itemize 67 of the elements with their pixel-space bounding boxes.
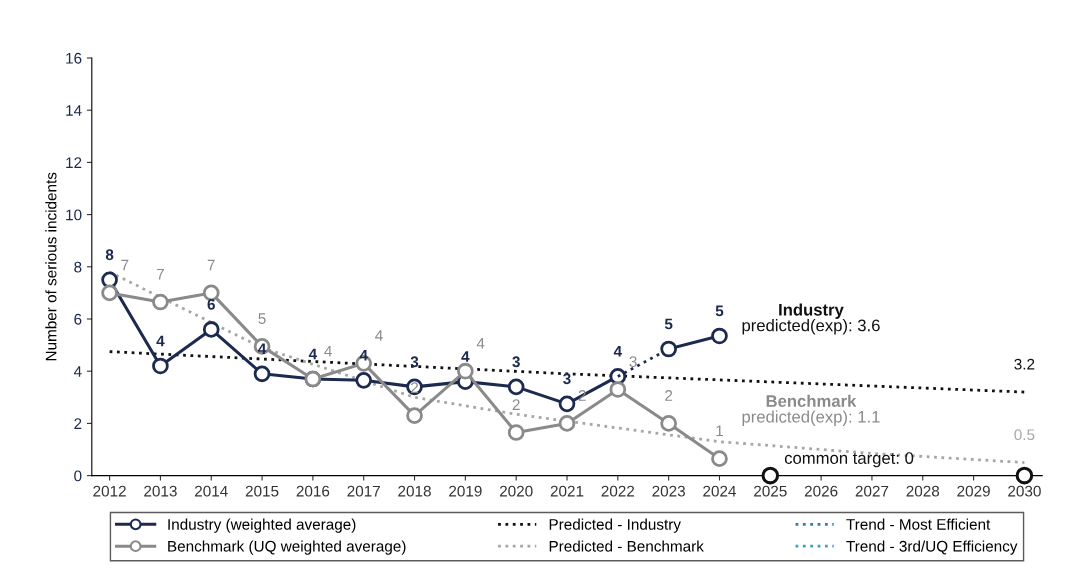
- annotation: Industry: [779, 303, 844, 319]
- y-tick-label: 10: [66, 209, 82, 221]
- data-label: 3: [563, 373, 571, 385]
- y-tick-label: 6: [74, 313, 82, 325]
- data-label: 4: [375, 330, 383, 341]
- data-label: 5: [258, 313, 266, 324]
- data-label: 4: [324, 345, 332, 357]
- x-tick-label: 2028: [906, 485, 940, 497]
- data-label: 3: [629, 356, 637, 368]
- x-tick-label: 2030: [1008, 485, 1041, 497]
- data-label: 4: [613, 346, 622, 357]
- x-tick-label: 2016: [296, 485, 330, 497]
- data-label: 3.2: [1014, 358, 1035, 370]
- data-label: 7: [156, 268, 164, 280]
- y-tick-label: 2: [74, 418, 82, 429]
- y-axis-title: Number of serious incidents: [45, 172, 57, 361]
- data-label: 7: [121, 259, 129, 271]
- data-label: 2: [665, 390, 673, 401]
- y-tick-label: 14: [66, 105, 82, 116]
- x-tick-label: 2019: [449, 485, 482, 497]
- annotation: predicted(exp): 1.1: [742, 410, 880, 426]
- y-tick-label: 0: [74, 470, 82, 482]
- x-tick-label: 2014: [195, 485, 228, 497]
- annotation: common target: 0: [784, 452, 914, 468]
- data-label: 3: [512, 356, 520, 368]
- x-tick-label: 2022: [601, 485, 635, 497]
- data-label: 4: [156, 335, 165, 347]
- data-label: 5: [664, 318, 673, 330]
- data-label: 0.5: [1014, 429, 1035, 441]
- data-label: 1: [716, 425, 723, 437]
- data-label: 7: [207, 259, 215, 271]
- x-tick-label: 2026: [804, 485, 838, 497]
- legend-label: Trend - 3rd/UQ Efficiency: [846, 540, 1018, 555]
- legend-label: Trend - Most Efficient: [846, 518, 991, 530]
- x-tick-label: 2012: [93, 485, 126, 497]
- x-tick-label: 2018: [398, 485, 431, 497]
- y-tick-label: 16: [66, 52, 82, 64]
- legend-label: Benchmark (UQ weighted average): [168, 540, 406, 555]
- y-tick-label: 8: [74, 261, 82, 273]
- x-tick-label: 2024: [703, 485, 737, 497]
- legend-label: Industry (weighted average): [168, 518, 356, 533]
- data-label: 2: [411, 382, 419, 393]
- data-label: 4: [359, 349, 368, 361]
- y-tick-label: 4: [73, 366, 82, 377]
- legend-label: Predicted - Benchmark: [549, 540, 704, 552]
- x-tick-label: 2017: [347, 485, 380, 497]
- y-tick-label: 12: [66, 157, 82, 168]
- x-tick-label: 2029: [957, 485, 990, 497]
- data-label: 4: [308, 348, 318, 360]
- data-label: 3: [410, 356, 419, 368]
- data-label: 4: [476, 338, 485, 349]
- annotation: predicted(exp): 3.6: [742, 319, 880, 335]
- data-label: 4: [258, 343, 267, 354]
- x-tick-label: 2023: [652, 485, 685, 497]
- x-tick-label: 2025: [754, 485, 787, 497]
- data-label: 6: [207, 298, 215, 310]
- data-label: 2: [512, 399, 520, 410]
- x-tick-label: 2013: [144, 485, 177, 497]
- x-tick-label: 2020: [499, 485, 533, 497]
- annotation: Benchmark: [766, 394, 857, 407]
- legend-label: Predicted - Industry: [549, 518, 681, 533]
- data-label: 4: [461, 351, 470, 362]
- x-tick-label: 2027: [855, 485, 889, 497]
- data-label: 5: [715, 305, 724, 317]
- x-tick-label: 2021: [550, 485, 584, 497]
- x-tick-label: 2015: [245, 485, 279, 497]
- data-label: 8: [105, 249, 114, 261]
